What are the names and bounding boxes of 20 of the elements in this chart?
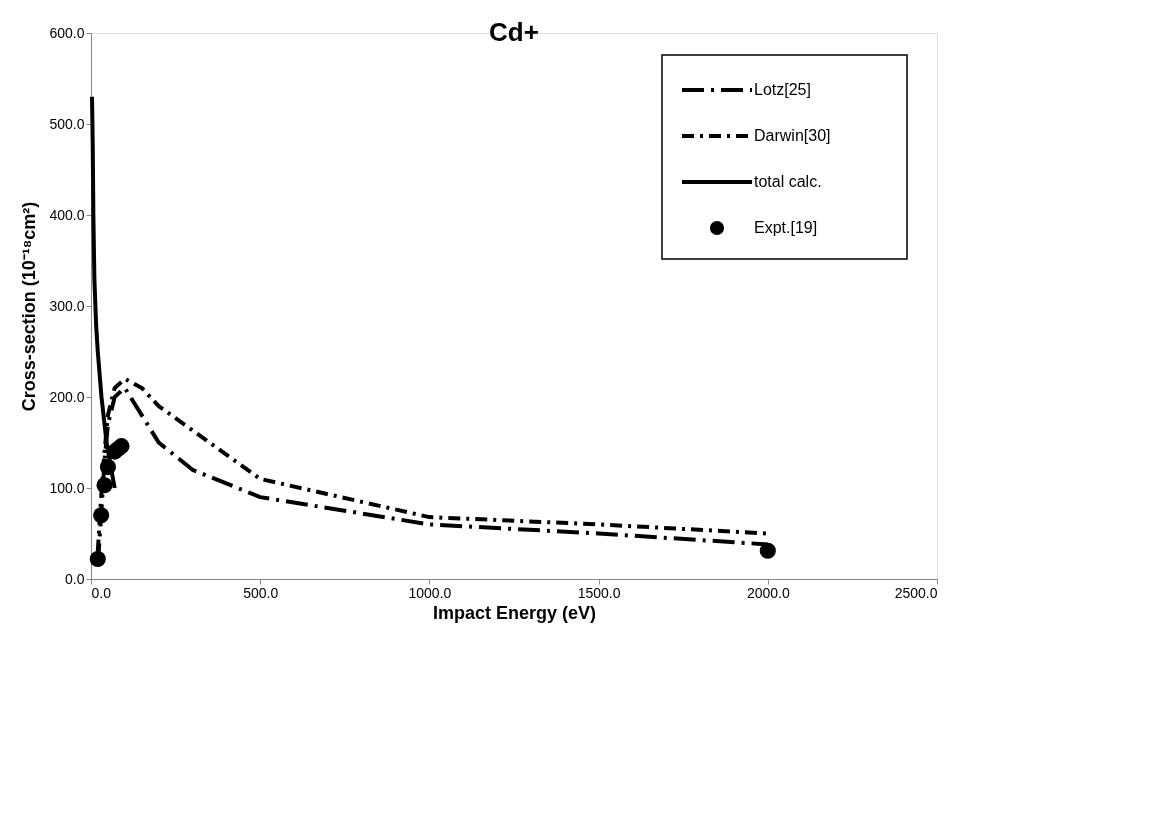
legend-label: Lotz[25]	[754, 81, 811, 98]
legend-label: Expt.[19]	[754, 219, 818, 236]
x-tick-label: 2000.0	[746, 584, 790, 601]
y-axis-title: Cross-section (10⁻¹⁸cm²)	[19, 201, 40, 412]
x-tick-label: 500.0	[243, 584, 279, 601]
y-tick-label: 600.0	[49, 24, 85, 41]
x-tick-label: 0.0	[91, 584, 112, 601]
y-tick-label: 500.0	[49, 115, 85, 132]
y-tick-label: 400.0	[49, 206, 85, 223]
x-axis-title: Impact Energy (eV)	[432, 602, 597, 623]
y-tick-label: 0.0	[65, 570, 85, 587]
x-tick-label: 2500.0	[894, 584, 938, 601]
legend-label: Darwin[30]	[754, 127, 831, 144]
y-tick-label: 200.0	[49, 388, 85, 405]
y-tick-label: 300.0	[49, 297, 85, 314]
y-tick-label: 100.0	[49, 479, 85, 496]
x-tick-label: 1000.0	[408, 584, 452, 601]
x-tick-label: 1500.0	[577, 584, 621, 601]
chart-title: Cd+	[489, 17, 539, 47]
legend-label: total calc.	[754, 173, 822, 190]
